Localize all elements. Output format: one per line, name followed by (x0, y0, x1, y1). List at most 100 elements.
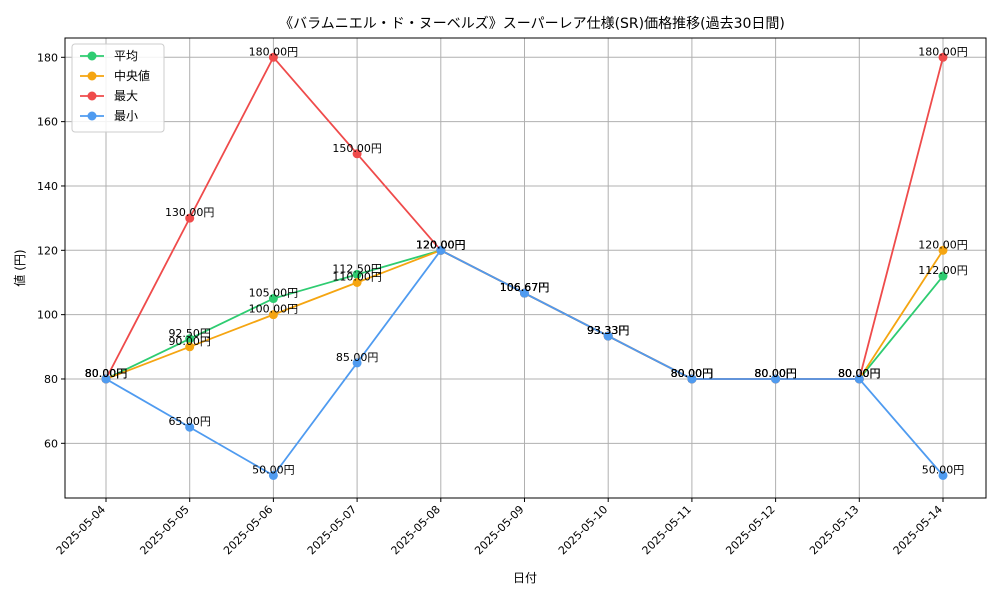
data-label: 65.00円 (168, 415, 211, 428)
data-label: 120.00円 (918, 238, 968, 251)
data-label: 112.50円 (332, 262, 382, 275)
legend-swatch-marker (87, 71, 97, 81)
y-axis: 60 80 100 120 140 160 180 (37, 51, 65, 450)
x-tick-label: 2025-05-04 (54, 503, 108, 557)
data-label: 93.33円 (587, 324, 630, 337)
x-tick-label: 2025-05-05 (137, 503, 191, 557)
y-tick-label: 160 (37, 116, 58, 129)
data-point (352, 269, 362, 279)
data-label: 120.00円 (416, 238, 466, 251)
legend-swatch-marker (87, 51, 97, 61)
data-label: 106.67円 (500, 281, 550, 294)
x-tick-label: 2025-05-13 (807, 503, 861, 557)
data-point (185, 213, 195, 223)
x-tick-label: 2025-05-11 (640, 503, 694, 557)
legend-entry: 最大 (114, 89, 138, 103)
data-label: 80.00円 (754, 367, 797, 380)
data-label: 80.00円 (671, 367, 714, 380)
y-axis-label: 値 (円) (12, 249, 27, 286)
data-label: 80.00円 (85, 367, 128, 380)
x-axis: 2025-05-04 2025-05-05 2025-05-06 2025-05-07… (54, 498, 945, 557)
data-point (268, 470, 278, 480)
x-tick-label: 2025-05-12 (723, 503, 777, 557)
data-label: 92.50円 (168, 327, 211, 340)
legend-swatch-marker (87, 111, 97, 121)
data-point (268, 310, 278, 320)
data-label: 112.00円 (918, 264, 968, 277)
data-label: 105.00円 (249, 287, 299, 300)
data-label: 50.00円 (252, 463, 295, 476)
data-label: 93.33円 (587, 324, 630, 337)
legend-entry: 中央値 (114, 68, 150, 83)
data-label: 93.33円 (587, 324, 630, 337)
legend-swatch-marker (87, 91, 97, 101)
y-tick-label: 100 (37, 309, 58, 322)
data-label: 80.00円 (85, 367, 128, 380)
grid (65, 38, 986, 498)
data-label: 110.00円 (332, 270, 382, 283)
data-label: 80.00円 (754, 367, 797, 380)
y-tick-label: 120 (37, 244, 58, 257)
data-point (268, 294, 278, 304)
data-label: 90.00円 (168, 335, 211, 348)
data-label: 93.33円 (587, 324, 630, 337)
y-tick-label: 140 (37, 180, 58, 193)
x-tick-label: 2025-05-09 (472, 503, 526, 557)
data-label: 150.00円 (332, 142, 382, 155)
plot-area-frame (64, 37, 987, 499)
x-axis-label: 日付 (513, 571, 537, 585)
data-label: 80.00円 (838, 367, 881, 380)
data-point (185, 422, 195, 432)
data-point (185, 334, 195, 344)
data-point (268, 52, 278, 62)
data-label: 80.00円 (85, 367, 128, 380)
data-label: 80.00円 (838, 367, 881, 380)
data-point (101, 374, 111, 384)
data-point (352, 277, 362, 287)
data-point (436, 245, 446, 255)
data-label: 80.00円 (754, 367, 797, 380)
data-label: 100.00円 (249, 303, 299, 316)
data-label: 120.00円 (416, 238, 466, 251)
data-label: 180.00円 (249, 45, 299, 58)
y-tick-label: 180 (37, 51, 58, 64)
data-label: 85.00円 (336, 351, 379, 364)
data-point (352, 149, 362, 159)
data-label: 120.00円 (416, 238, 466, 251)
y-tick-label: 80 (44, 373, 58, 386)
x-tick-label: 2025-05-07 (305, 503, 359, 557)
data-label: 130.00円 (165, 206, 215, 219)
legend-box (71, 43, 165, 133)
data-point (938, 271, 948, 281)
data-label: 106.67円 (500, 281, 550, 294)
chart-title: 《バラムニエル・ド・ヌーベルズ》スーパーレア仕様(SR)価格推移(過去30日間) (279, 16, 785, 32)
data-label: 80.00円 (85, 367, 128, 380)
data-label: 80.00円 (838, 367, 881, 380)
data-label: 180.00円 (918, 45, 968, 58)
data-label: 80.00円 (671, 367, 714, 380)
x-tick-label: 2025-05-06 (221, 503, 275, 557)
legend-entry: 平均 (114, 49, 138, 63)
data-point (687, 374, 697, 384)
data-label: 80.00円 (671, 367, 714, 380)
data-label: 106.67円 (500, 281, 550, 294)
data-point (938, 470, 948, 480)
data-point (938, 52, 948, 62)
y-tick-label: 60 (44, 437, 58, 450)
data-point (854, 374, 864, 384)
data-label: 80.00円 (671, 367, 714, 380)
data-label: 80.00円 (838, 367, 881, 380)
data-labels: 80.00円 92.50円 105.00円 112.50円 120.00円 106.67円… (85, 45, 968, 476)
x-tick-label: 2025-05-08 (389, 503, 443, 557)
data-label: 120.00円 (416, 238, 466, 251)
data-point (603, 331, 613, 341)
data-point (771, 374, 781, 384)
data-point (520, 288, 529, 298)
series-lines (101, 52, 948, 480)
data-point (185, 342, 195, 352)
data-point (352, 358, 362, 368)
legend-entry: 最小 (114, 109, 138, 123)
